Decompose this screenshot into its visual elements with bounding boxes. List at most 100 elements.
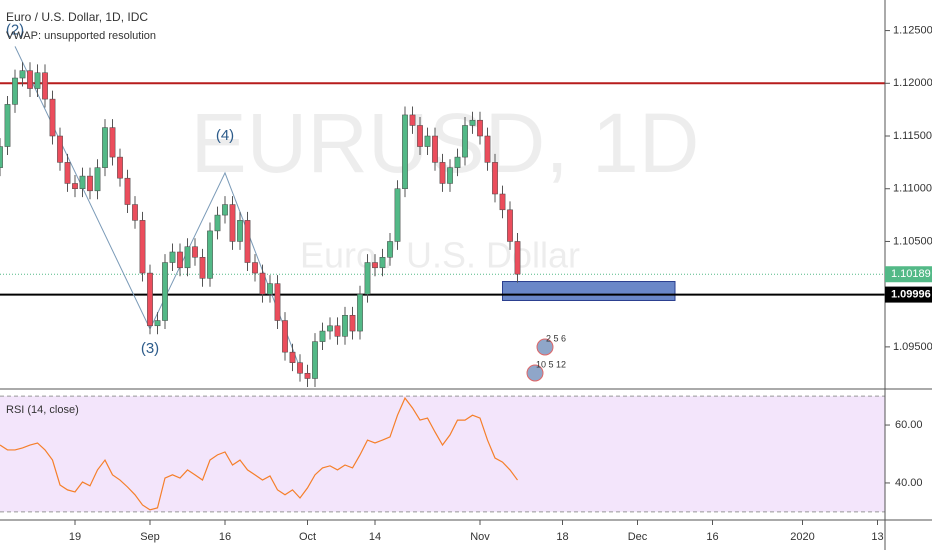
candle-body	[0, 146, 3, 168]
candle-body	[94, 167, 101, 192]
candle-body	[447, 167, 453, 184]
candle-body	[207, 230, 213, 279]
candle-body	[507, 209, 513, 242]
candle-body	[192, 246, 198, 258]
candle-body	[424, 135, 431, 147]
candle-body	[64, 162, 71, 184]
y-tick-label: 1.11500	[893, 130, 932, 142]
wave-label: (4)	[216, 127, 234, 144]
candle-body	[334, 325, 341, 337]
candle-body	[477, 119, 483, 137]
chart-subtitle: VWAP: unsupported resolution	[6, 30, 156, 42]
candle-body	[432, 135, 438, 163]
candle-body	[162, 262, 168, 321]
plot: (2) (3) (4)	[0, 22, 885, 513]
watermark-sub: Euro / U.S. Dollar	[300, 235, 580, 276]
candle-body	[177, 251, 183, 269]
candle-body	[469, 119, 476, 126]
candle-body	[154, 320, 161, 327]
event-label: 2 5 6	[546, 333, 566, 343]
candle-body	[499, 193, 506, 211]
candle-body	[214, 214, 221, 232]
candle-body	[402, 114, 408, 189]
rsi-tick-label: 40.00	[895, 477, 923, 489]
candle-body	[304, 372, 311, 379]
candle-body	[372, 262, 378, 269]
x-tick-label: 19	[69, 531, 81, 543]
candle-body	[124, 177, 131, 205]
candle-body	[319, 330, 326, 342]
candle-body	[57, 135, 63, 163]
candle-body	[87, 175, 93, 192]
candle-body	[132, 204, 138, 221]
y-tick-label: 1.12000	[893, 77, 932, 89]
candle-body	[327, 325, 333, 332]
candle-body	[244, 220, 251, 263]
candle-body	[364, 262, 371, 295]
candle-body	[259, 272, 266, 295]
wave-label: (3)	[141, 340, 159, 357]
candle-body	[252, 262, 258, 274]
candle-body	[282, 320, 288, 353]
candle-body	[184, 246, 191, 269]
candle-body	[289, 351, 296, 363]
candle-body	[139, 220, 146, 274]
rsi-band	[0, 396, 885, 512]
candle-body	[109, 127, 116, 158]
y-tick-label: 1.10500	[893, 235, 932, 247]
candle-body	[147, 272, 153, 327]
candle-body	[342, 315, 348, 337]
candle-body	[297, 362, 303, 374]
event-label: 10 5 12	[536, 359, 566, 369]
x-tick-label: 16	[706, 531, 718, 543]
candle-body	[439, 162, 446, 184]
candle-body	[454, 156, 461, 168]
candle-body	[117, 156, 123, 179]
x-tick-label: Oct	[299, 531, 316, 543]
candle-body	[514, 241, 521, 275]
candle-body	[312, 341, 318, 379]
candle-body	[237, 220, 243, 242]
candle-body	[387, 241, 393, 258]
candle-body	[492, 162, 498, 195]
candle-body	[102, 127, 108, 168]
candle-body	[379, 257, 386, 269]
chart-title: Euro / U.S. Dollar, 1D, IDC	[6, 10, 148, 24]
event-icon	[536, 338, 554, 356]
candle-body	[79, 175, 86, 189]
y-tick-label: 1.11000	[893, 183, 932, 195]
candle-body	[72, 183, 78, 189]
last-price-label: 1.10189	[891, 268, 931, 280]
candle-body	[349, 315, 356, 332]
rsi-line	[0, 396, 518, 511]
candle-body	[19, 70, 26, 79]
price-marker-label: 1.09996	[891, 288, 931, 300]
candle-body	[49, 98, 56, 137]
candle-body	[199, 257, 206, 279]
wave-label: (2)	[6, 22, 24, 39]
candle-body	[222, 204, 228, 216]
x-tick-label: Nov	[470, 531, 490, 543]
candle-body	[169, 251, 176, 263]
candle-body	[274, 283, 281, 321]
price-marker	[885, 286, 932, 303]
rsi-tick-label: 60.00	[895, 419, 923, 431]
candle-body	[394, 188, 401, 242]
candle-body	[27, 70, 33, 89]
x-tick-label: 14	[369, 531, 381, 543]
x-tick-label: 13	[871, 531, 883, 543]
event-icons: 2 5 6 10 5 12	[526, 333, 566, 382]
candle-body	[42, 72, 48, 100]
x-tick-label: 18	[556, 531, 568, 543]
candle-body	[357, 293, 363, 332]
y-tick-label: 1.12500	[893, 24, 932, 36]
candle-body	[4, 104, 11, 147]
candle-body	[267, 283, 273, 295]
y-tick-label: 1.09500	[893, 341, 932, 353]
candle-body	[417, 125, 423, 147]
candle-body	[12, 77, 18, 105]
candle-body	[409, 114, 416, 126]
x-tick-label: Dec	[628, 531, 648, 543]
rsi-title: RSI (14, close)	[6, 404, 79, 416]
